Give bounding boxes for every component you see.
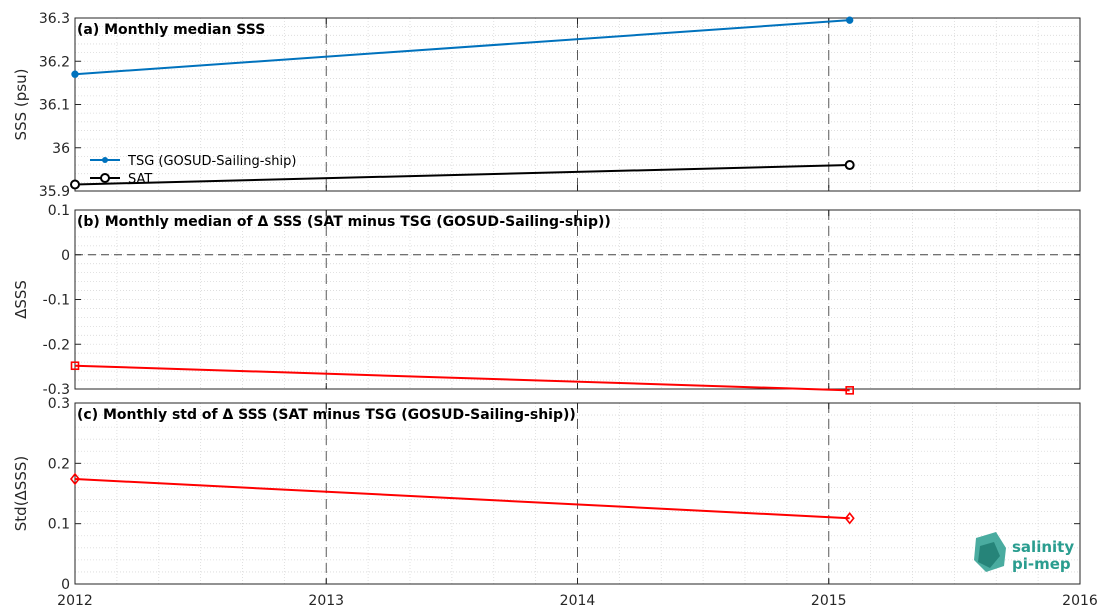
y-tick-label: 0.2 bbox=[48, 456, 70, 472]
legend-marker bbox=[100, 173, 110, 183]
y-axis-label: Std(ΔSSS) bbox=[12, 456, 30, 531]
data-point bbox=[845, 16, 854, 24]
major-grid bbox=[325, 210, 830, 389]
y-tick-label: -0.3 bbox=[43, 382, 70, 398]
x-tick-label: 2015 bbox=[811, 593, 847, 609]
panel-1: -0.3 -0.2 -0.1 0 0.1 ΔSSS (b) Monthly median o… bbox=[12, 203, 1081, 398]
legend: TSG (GOSUD-Sailing-ship) SAT bbox=[90, 154, 296, 187]
logo-icon bbox=[978, 542, 1000, 568]
major-grid bbox=[325, 18, 830, 191]
x-tick-label: 2012 bbox=[57, 593, 93, 609]
y-axis-label: ΔSSS bbox=[12, 280, 30, 319]
panel-title: (c) Monthly std of Δ SSS (SAT minus TSG … bbox=[77, 407, 576, 423]
data-point bbox=[844, 160, 855, 171]
y-tick-label: 36.3 bbox=[39, 11, 70, 27]
y-tick-label: -0.1 bbox=[43, 293, 70, 309]
y-tick-label: 36.2 bbox=[39, 54, 70, 70]
panel-title: (b) Monthly median of Δ SSS (SAT minus T… bbox=[77, 214, 611, 230]
y-tick-label: 36.1 bbox=[39, 98, 70, 114]
x-tick-label: 2016 bbox=[1062, 593, 1098, 609]
legend-marker bbox=[102, 157, 108, 163]
panel-2: 0 0.1 0.2 0.3 2012 2013 2014 2015 2016 Std(ΔSSS) (… bbox=[12, 396, 1098, 609]
data-point bbox=[845, 386, 854, 395]
series-line bbox=[74, 364, 850, 392]
logo-text-line1: salinity bbox=[1012, 538, 1074, 556]
y-tick-label: 36 bbox=[52, 141, 70, 157]
data-point bbox=[70, 361, 80, 371]
panel-title: (a) Monthly median SSS bbox=[77, 22, 265, 38]
y-tick-label: 0 bbox=[61, 248, 70, 264]
y-tick-label: 0.3 bbox=[48, 396, 70, 412]
minor-grid bbox=[74, 17, 1081, 192]
y-axis-label: SSS (psu) bbox=[12, 69, 30, 141]
y-tick-label: 0.1 bbox=[48, 517, 70, 533]
data-point bbox=[70, 179, 80, 190]
legend-entry: SAT bbox=[128, 172, 152, 187]
legend-entry: TSG (GOSUD-Sailing-ship) bbox=[127, 154, 296, 169]
series-line bbox=[74, 164, 850, 186]
data-point bbox=[844, 511, 855, 525]
y-tick-label: 0.1 bbox=[48, 203, 70, 219]
data-point bbox=[69, 472, 81, 486]
y-tick-label: 35.9 bbox=[39, 184, 70, 200]
x-tick-label: 2013 bbox=[308, 593, 344, 609]
panel-0: 35.9 36 36.1 36.2 36.3 SSS (psu) (a) Monthly m… bbox=[12, 11, 1081, 200]
series-line bbox=[74, 478, 850, 520]
y-tick-label: 0 bbox=[61, 577, 70, 593]
data-point bbox=[71, 70, 79, 78]
x-tick-label: 2014 bbox=[560, 593, 596, 609]
major-grid bbox=[325, 403, 830, 584]
series-line bbox=[74, 19, 850, 76]
y-tick-label: -0.2 bbox=[43, 337, 70, 353]
logo-text-line2: pi-mep bbox=[1012, 555, 1071, 573]
